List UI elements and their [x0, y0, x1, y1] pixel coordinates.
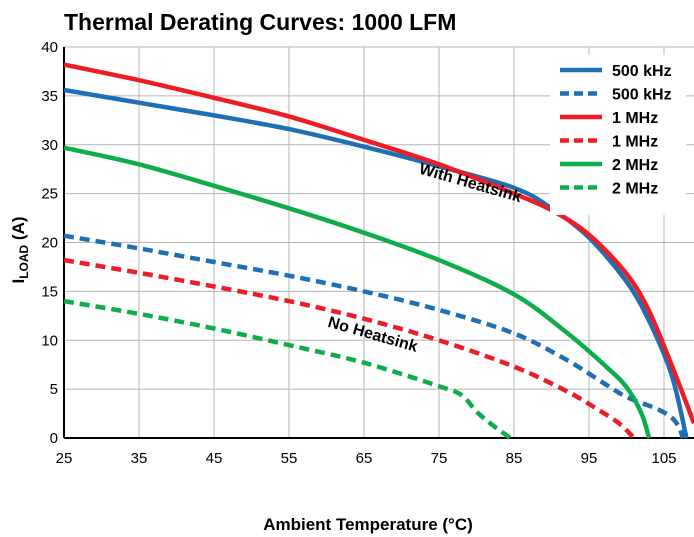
x-tick-label: 85 [506, 450, 523, 467]
x-axis-label: Ambient Temperature (°C) [263, 515, 473, 534]
series-line-2-solid [63, 62, 694, 425]
series-line-5-dashed [63, 298, 512, 440]
annotation-no-heatsink: No Heatsink [326, 314, 420, 356]
series-line-4-solid [63, 145, 652, 439]
x-tick-label: 35 [131, 450, 148, 467]
x-tick-label: 45 [206, 450, 223, 467]
legend-label: 500 kHz [612, 87, 672, 104]
x-tick-label: 25 [56, 450, 73, 467]
tick-labels: 25 35 45 55 65 75 85 95 105 0 5 10 15 20 25 30 35 40 [41, 39, 676, 467]
y-tick-label: 10 [41, 332, 58, 349]
chart-title: Thermal Derating Curves: 1000 LFM [64, 9, 456, 35]
series-line-0-solid [63, 87, 689, 439]
y-tick-label: 5 [50, 381, 58, 398]
series-line-1-dashed [63, 233, 685, 439]
x-tick-label: 65 [356, 450, 373, 467]
legend-label: 2 MHz [612, 157, 658, 174]
x-tick-label: 75 [431, 450, 448, 467]
y-axis-label-sub: LOAD [17, 244, 31, 278]
legend-label: 2 MHz [612, 181, 658, 198]
y-tick-label: 30 [41, 137, 58, 154]
x-tick-label: 55 [281, 450, 298, 467]
legend-label: 1 MHz [612, 110, 658, 127]
legend-label: 500 kHz [612, 63, 672, 80]
y-axis-label: ILOAD (A) [9, 216, 31, 283]
y-tick-label: 20 [41, 235, 58, 252]
y-axis-label-main: I [9, 279, 28, 284]
y-tick-label: 35 [41, 88, 58, 105]
legend-label: 1 MHz [612, 134, 658, 151]
x-tick-label: 95 [581, 450, 598, 467]
series-line-3-dashed [63, 257, 636, 440]
series-lines [63, 62, 694, 440]
x-tick-label: 105 [651, 450, 676, 467]
axes [63, 47, 694, 439]
legend: 500 kHz 500 kHz 1 MHz 1 MHz 2 MHz 2 MHz [550, 55, 686, 215]
y-tick-label: 0 [50, 430, 58, 447]
y-axis-label-unit: (A) [9, 216, 28, 244]
y-tick-label: 25 [41, 186, 58, 203]
legend-background [550, 55, 686, 215]
y-tick-label: 15 [41, 283, 58, 300]
y-tick-label: 40 [41, 39, 58, 56]
